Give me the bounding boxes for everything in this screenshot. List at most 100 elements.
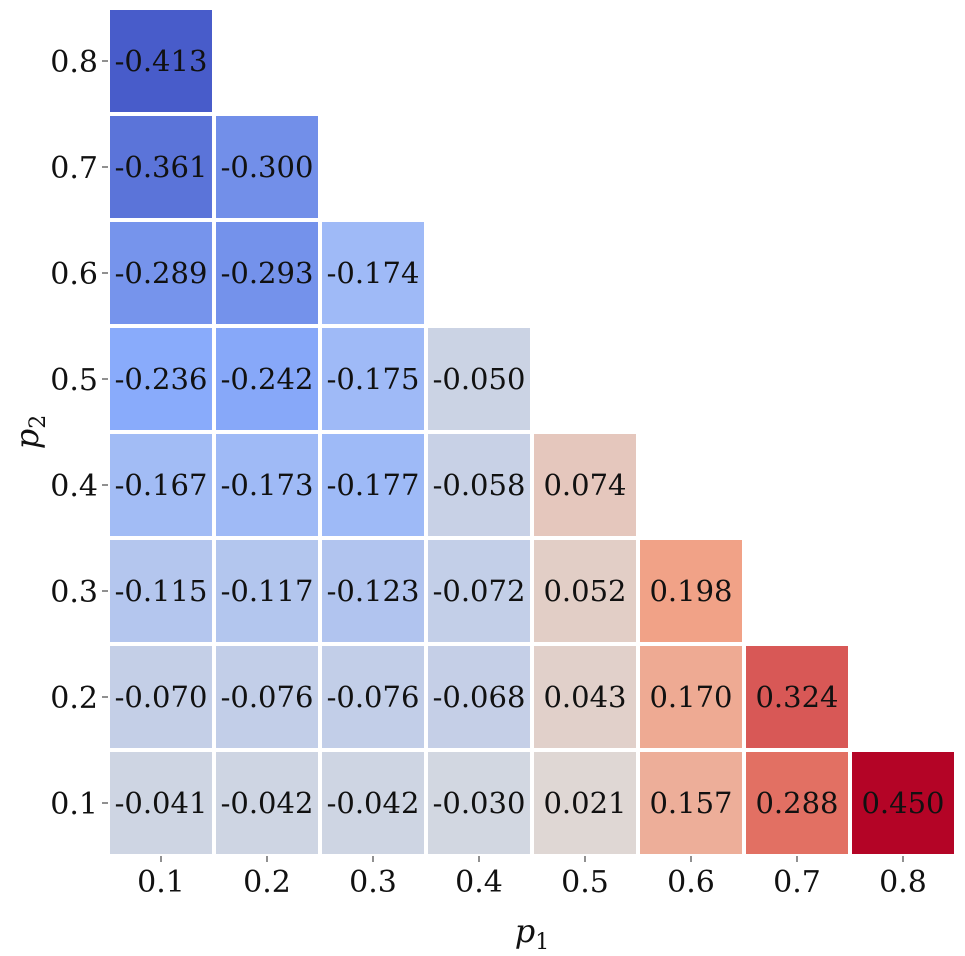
heatmap-cell: 0.170 bbox=[640, 646, 742, 748]
heatmap-cell-rect bbox=[110, 328, 212, 430]
heatmap-cell-value: -0.300 bbox=[221, 150, 314, 184]
x-tick-label: 0.5 bbox=[561, 865, 609, 900]
heatmap-cell: -0.173 bbox=[216, 434, 318, 536]
heatmap-cells: -0.041 -0.042 -0.042 -0.030 0.021 0.157 0.288 0… bbox=[110, 10, 954, 854]
heatmap-cell-rect bbox=[746, 752, 848, 854]
heatmap-cell: -0.050 bbox=[428, 328, 530, 430]
heatmap-cell-rect bbox=[746, 646, 848, 748]
y-tick-label: 0.5 bbox=[50, 363, 98, 398]
heatmap-cell-rect bbox=[110, 116, 212, 218]
heatmap-cell-value: -0.174 bbox=[327, 256, 420, 290]
heatmap-cell-value: -0.042 bbox=[327, 786, 420, 820]
heatmap-cell: -0.117 bbox=[216, 540, 318, 642]
y-axis-label: p2 bbox=[8, 415, 51, 449]
heatmap-cell-value: 0.288 bbox=[755, 786, 838, 820]
heatmap-cell-value: -0.030 bbox=[433, 786, 526, 820]
heatmap-cell: -0.058 bbox=[428, 434, 530, 536]
heatmap-cell-rect bbox=[110, 540, 212, 642]
heatmap-cell-value: -0.173 bbox=[221, 468, 314, 502]
heatmap-cell-rect bbox=[640, 646, 742, 748]
y-axis-ticks: 0.1 0.2 0.3 0.4 0.5 0.6 0.7 0.8 bbox=[50, 45, 108, 822]
heatmap-cell: -0.076 bbox=[322, 646, 424, 748]
heatmap-cell: 0.052 bbox=[534, 540, 636, 642]
y-axis-label-subscript: 2 bbox=[26, 415, 51, 429]
heatmap-cell-rect bbox=[640, 540, 742, 642]
heatmap-cell: -0.293 bbox=[216, 222, 318, 324]
heatmap-cell-rect bbox=[322, 646, 424, 748]
heatmap-cell: -0.242 bbox=[216, 328, 318, 430]
heatmap-cell-value: 0.052 bbox=[543, 574, 626, 608]
heatmap-cell-value: -0.123 bbox=[327, 574, 420, 608]
heatmap-cell-value: -0.050 bbox=[433, 362, 526, 396]
heatmap-cell: -0.413 bbox=[110, 10, 212, 112]
heatmap-cell: -0.068 bbox=[428, 646, 530, 748]
y-tick-label: 0.3 bbox=[50, 575, 98, 610]
heatmap-cell: 0.043 bbox=[534, 646, 636, 748]
heatmap-cell-rect bbox=[428, 646, 530, 748]
heatmap-cell: 0.288 bbox=[746, 752, 848, 854]
heatmap-cell-value: 0.157 bbox=[649, 786, 732, 820]
heatmap-cell-value: -0.175 bbox=[327, 362, 420, 396]
heatmap-cell-value: -0.361 bbox=[115, 150, 208, 184]
heatmap-cell-rect bbox=[216, 222, 318, 324]
heatmap-cell-value: -0.289 bbox=[115, 256, 208, 290]
heatmap-cell-value: 0.043 bbox=[543, 680, 626, 714]
heatmap-cell: -0.042 bbox=[322, 752, 424, 854]
heatmap-cell-value: -0.072 bbox=[433, 574, 526, 608]
heatmap-cell-rect bbox=[534, 752, 636, 854]
heatmap-cell-rect bbox=[852, 752, 954, 854]
heatmap-cell: -0.289 bbox=[110, 222, 212, 324]
heatmap-cell: 0.198 bbox=[640, 540, 742, 642]
heatmap-cell: -0.072 bbox=[428, 540, 530, 642]
heatmap-cell-value: -0.068 bbox=[433, 680, 526, 714]
heatmap-cell-value: -0.167 bbox=[115, 468, 208, 502]
y-tick-label: 0.7 bbox=[50, 151, 98, 186]
heatmap-cell: 0.450 bbox=[852, 752, 954, 854]
heatmap-cell: -0.177 bbox=[322, 434, 424, 536]
heatmap-cell-rect bbox=[428, 752, 530, 854]
heatmap-cell-value: 0.324 bbox=[755, 680, 838, 714]
heatmap-cell: -0.174 bbox=[322, 222, 424, 324]
heatmap-cell: -0.123 bbox=[322, 540, 424, 642]
heatmap-cell-rect bbox=[534, 434, 636, 536]
y-tick-label: 0.2 bbox=[50, 681, 98, 716]
heatmap-cell-rect bbox=[322, 434, 424, 536]
heatmap-cell: -0.076 bbox=[216, 646, 318, 748]
heatmap-cell-value: -0.076 bbox=[221, 680, 314, 714]
x-tick-label: 0.4 bbox=[455, 865, 503, 900]
heatmap-cell-value: -0.413 bbox=[115, 44, 208, 78]
x-tick-label: 0.7 bbox=[773, 865, 821, 900]
heatmap-cell-value: -0.076 bbox=[327, 680, 420, 714]
heatmap-cell-rect bbox=[110, 434, 212, 536]
heatmap-cell: -0.042 bbox=[216, 752, 318, 854]
heatmap-cell-rect bbox=[216, 116, 318, 218]
heatmap-cell-value: 0.021 bbox=[543, 786, 626, 820]
y-tick-label: 0.8 bbox=[50, 45, 98, 80]
x-tick-label: 0.8 bbox=[879, 865, 927, 900]
y-axis-label-main: p bbox=[8, 429, 46, 449]
heatmap-cell: -0.300 bbox=[216, 116, 318, 218]
heatmap-cell: 0.157 bbox=[640, 752, 742, 854]
heatmap-cell-rect bbox=[216, 540, 318, 642]
x-axis-ticks: 0.1 0.2 0.3 0.4 0.5 0.6 0.7 0.8 bbox=[137, 856, 927, 900]
y-tick-label: 0.6 bbox=[50, 257, 98, 292]
heatmap-cell-rect bbox=[322, 328, 424, 430]
heatmap-cell: 0.324 bbox=[746, 646, 848, 748]
heatmap-cell: -0.070 bbox=[110, 646, 212, 748]
heatmap-cell-rect bbox=[534, 540, 636, 642]
x-axis-label-subscript: 1 bbox=[535, 930, 549, 955]
x-tick-label: 0.6 bbox=[667, 865, 715, 900]
x-tick-label: 0.1 bbox=[137, 865, 185, 900]
heatmap-cell-rect bbox=[216, 328, 318, 430]
heatmap-cell-value: -0.042 bbox=[221, 786, 314, 820]
x-axis-label: p1 bbox=[515, 912, 549, 955]
heatmap-cell-rect bbox=[110, 752, 212, 854]
heatmap-cell-rect bbox=[428, 434, 530, 536]
heatmap-cell: -0.115 bbox=[110, 540, 212, 642]
heatmap-cell-value: 0.198 bbox=[649, 574, 732, 608]
heatmap-cell-rect bbox=[322, 752, 424, 854]
y-tick-label: 0.1 bbox=[50, 787, 98, 822]
x-tick-label: 0.2 bbox=[243, 865, 291, 900]
heatmap-cell-rect bbox=[216, 752, 318, 854]
